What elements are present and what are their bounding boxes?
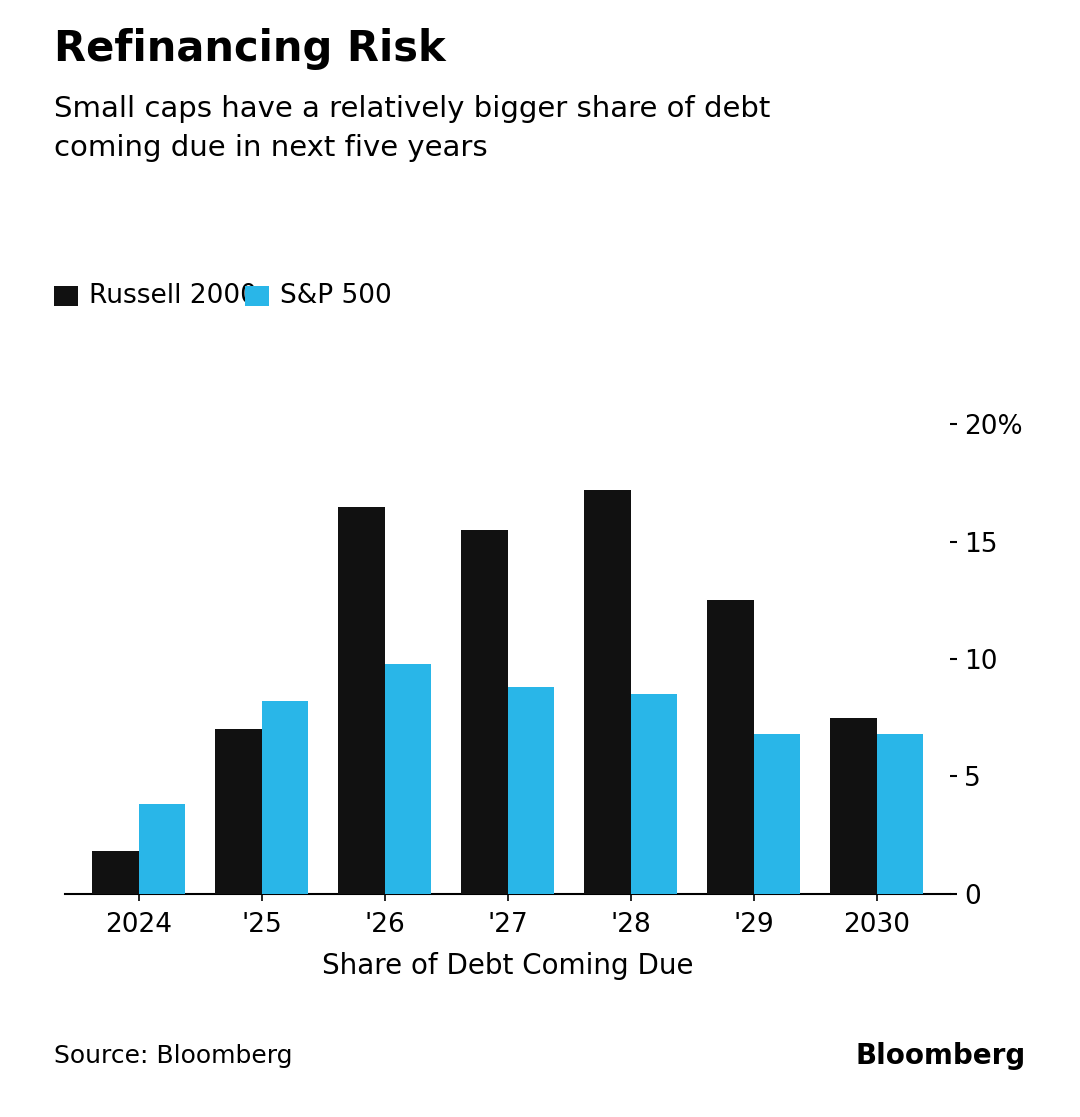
Bar bbox=[92, 851, 138, 894]
Text: Source: Bloomberg: Source: Bloomberg bbox=[54, 1043, 293, 1068]
Bar bbox=[138, 804, 186, 894]
Bar bbox=[877, 734, 923, 894]
Bar bbox=[215, 729, 261, 894]
Bar bbox=[338, 507, 384, 894]
Text: Refinancing Risk: Refinancing Risk bbox=[54, 28, 446, 70]
Text: Russell 2000: Russell 2000 bbox=[89, 283, 256, 309]
Bar bbox=[261, 701, 308, 894]
Bar bbox=[584, 490, 631, 894]
Bar bbox=[706, 600, 754, 894]
Bar bbox=[384, 663, 431, 894]
Bar bbox=[631, 694, 677, 894]
Text: S&P 500: S&P 500 bbox=[280, 283, 391, 309]
Bar bbox=[754, 734, 800, 894]
Text: Bloomberg: Bloomberg bbox=[855, 1041, 1026, 1070]
Bar bbox=[829, 718, 877, 894]
Text: Share of Debt Coming Due: Share of Debt Coming Due bbox=[322, 952, 693, 981]
Bar bbox=[461, 529, 508, 894]
Bar bbox=[508, 687, 554, 894]
Text: Small caps have a relatively bigger share of debt
coming due in next five years: Small caps have a relatively bigger shar… bbox=[54, 95, 770, 162]
